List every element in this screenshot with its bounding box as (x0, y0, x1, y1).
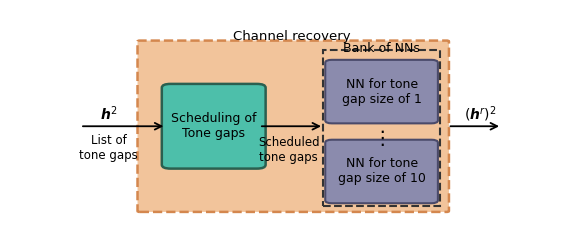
FancyBboxPatch shape (162, 84, 266, 168)
Text: Scheduled
tone gaps: Scheduled tone gaps (258, 136, 319, 164)
Text: NN for tone
gap size of 1: NN for tone gap size of 1 (342, 78, 422, 106)
FancyBboxPatch shape (325, 140, 438, 203)
Text: Bank of NNs: Bank of NNs (343, 42, 420, 55)
Text: ⋮: ⋮ (372, 129, 392, 148)
FancyBboxPatch shape (137, 40, 449, 212)
Text: NN for tone
gap size of 10: NN for tone gap size of 10 (338, 158, 426, 186)
Text: $(\boldsymbol{h}^r)^2$: $(\boldsymbol{h}^r)^2$ (463, 104, 496, 124)
FancyBboxPatch shape (325, 60, 438, 123)
Text: $\boldsymbol{h}^2$: $\boldsymbol{h}^2$ (100, 104, 117, 123)
Text: Scheduling of
Tone gaps: Scheduling of Tone gaps (171, 112, 256, 140)
Text: List of
tone gaps: List of tone gaps (79, 134, 138, 162)
Text: Channel recovery: Channel recovery (233, 30, 351, 43)
